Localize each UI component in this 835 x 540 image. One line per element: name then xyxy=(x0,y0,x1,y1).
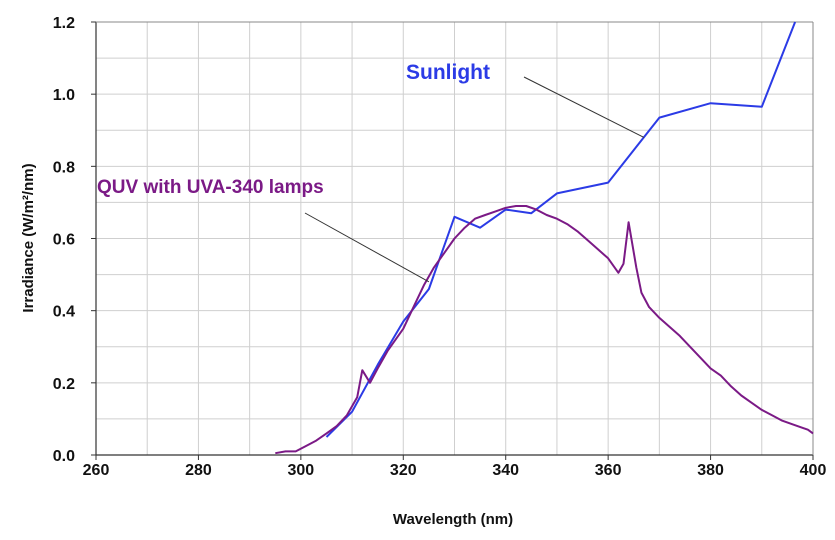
x-tick-label: 320 xyxy=(390,462,417,479)
series-line-quv-with-uva-340-lamps xyxy=(275,205,814,455)
tick-labels: 260 280 300 320 340 360 380 400 0.0 0.2 0.4 0.6 0.8 1… xyxy=(53,15,827,479)
sunlight-leader-line xyxy=(523,76,645,138)
x-tick-label: 380 xyxy=(697,462,724,479)
x-tick-label: 300 xyxy=(288,462,315,479)
y-tick-label: 1.0 xyxy=(53,87,75,104)
annotation-sunlight: Sunlight xyxy=(406,61,490,84)
y-tick-label: 0.4 xyxy=(53,304,75,321)
axes xyxy=(91,21,814,460)
x-tick-label: 260 xyxy=(83,462,110,479)
quv-leader-line xyxy=(304,212,430,283)
series-line-sunlight xyxy=(325,21,797,438)
y-axis-title: Irradiance (W/m²/nm) xyxy=(20,163,37,312)
y-tick-label: 0.2 xyxy=(53,376,75,393)
x-tick-label: 340 xyxy=(492,462,519,479)
series-lines xyxy=(275,21,814,455)
y-tick-label: 0.0 xyxy=(53,448,75,465)
y-tick-label: 0.6 xyxy=(53,232,75,249)
x-tick-label: 280 xyxy=(185,462,212,479)
grid xyxy=(95,21,814,456)
x-axis-title: Wavelength (nm) xyxy=(393,511,513,528)
annotation-quv: QUV with UVA-340 lamps xyxy=(97,177,324,198)
y-tick-label: 1.2 xyxy=(53,15,75,32)
y-tick-label: 0.8 xyxy=(53,159,75,176)
x-tick-label: 360 xyxy=(595,462,622,479)
x-tick-label: 400 xyxy=(800,462,827,479)
